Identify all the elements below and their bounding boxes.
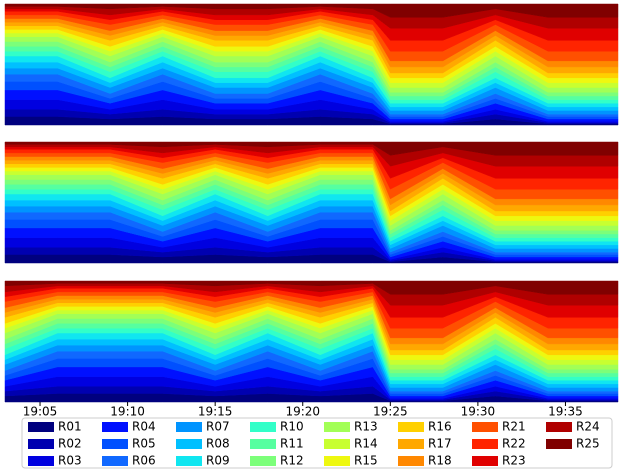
legend-swatch — [28, 422, 54, 432]
x-tick-label: 19:35 — [548, 405, 583, 419]
x-tick-label: 19:10 — [110, 405, 145, 419]
area-band — [4, 280, 619, 295]
legend-label: R11 — [280, 437, 304, 451]
legend-label: R02 — [58, 437, 82, 451]
x-tick-label: 19:15 — [198, 405, 233, 419]
legend-label: R10 — [280, 420, 304, 434]
legend-label: R25 — [576, 437, 600, 451]
legend-swatch — [472, 439, 498, 449]
legend-swatch — [28, 456, 54, 466]
legend-swatch — [472, 456, 498, 466]
x-tick-label: 19:30 — [461, 405, 496, 419]
legend-swatch — [176, 439, 202, 449]
legend-swatch — [102, 439, 128, 449]
legend-swatch — [250, 439, 276, 449]
legend-label: R21 — [502, 420, 526, 434]
legend-label: R16 — [428, 420, 452, 434]
area-band — [4, 141, 619, 156]
legend-swatch — [324, 456, 350, 466]
legend-label: R08 — [206, 437, 230, 451]
legend-label: R13 — [354, 420, 378, 434]
legend-swatch — [176, 456, 202, 466]
legend-label: R17 — [428, 437, 452, 451]
legend-swatch — [102, 422, 128, 432]
legend-swatch — [324, 439, 350, 449]
legend-label: R05 — [132, 437, 156, 451]
legend-swatch — [398, 439, 424, 449]
legend-box — [21, 417, 613, 469]
x-tick-label: 19:25 — [373, 405, 408, 419]
x-tick-label: 19:05 — [23, 405, 58, 419]
legend-swatch — [398, 456, 424, 466]
legend-label: R03 — [58, 454, 82, 468]
legend-label: R23 — [502, 454, 526, 468]
legend-label: R06 — [132, 454, 156, 468]
legend-swatch — [398, 422, 424, 432]
legend-swatch — [250, 422, 276, 432]
legend-swatch — [28, 439, 54, 449]
legend-swatch — [250, 456, 276, 466]
x-tick-label: 19:20 — [285, 405, 320, 419]
legend-label: R01 — [58, 420, 82, 434]
legend-label: R12 — [280, 454, 304, 468]
area-band — [4, 3, 619, 18]
legend-swatch — [472, 422, 498, 432]
legend-label: R18 — [428, 454, 452, 468]
legend-label: R24 — [576, 420, 600, 434]
legend-swatch — [102, 456, 128, 466]
legend-label: R09 — [206, 454, 230, 468]
legend-swatch — [324, 422, 350, 432]
legend-swatch — [546, 439, 572, 449]
legend-label: R07 — [206, 420, 230, 434]
legend-swatch — [546, 422, 572, 432]
legend-label: R14 — [354, 437, 378, 451]
legend-swatch — [176, 422, 202, 432]
legend-label: R22 — [502, 437, 526, 451]
legend-label: R04 — [132, 420, 156, 434]
legend-label: R15 — [354, 454, 378, 468]
